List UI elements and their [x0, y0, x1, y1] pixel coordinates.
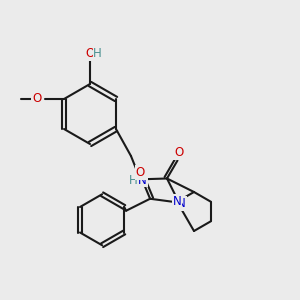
Text: H: H	[93, 46, 102, 60]
Text: O: O	[85, 46, 94, 60]
Text: O: O	[32, 92, 42, 106]
Text: O: O	[136, 166, 145, 179]
Text: O: O	[174, 146, 184, 159]
Text: N: N	[177, 196, 186, 210]
Text: H: H	[129, 173, 138, 187]
Text: N: N	[173, 195, 182, 208]
Text: N: N	[138, 173, 147, 187]
